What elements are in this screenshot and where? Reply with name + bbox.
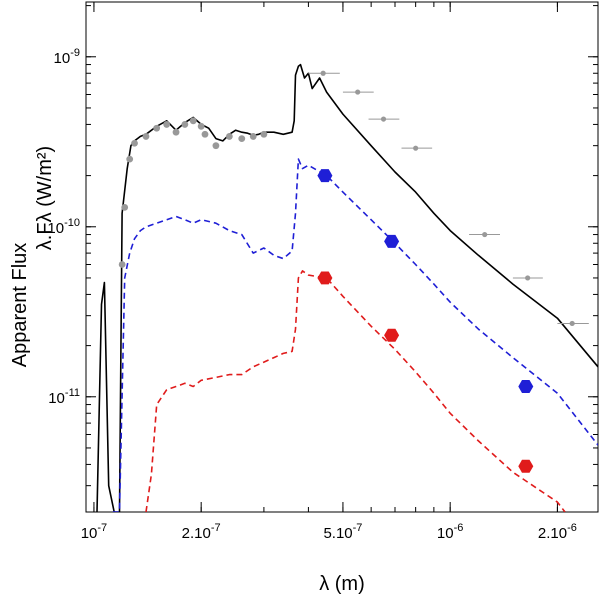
y-tick-label: 10-10 (47, 217, 80, 237)
plot-frame (85, 1, 599, 513)
error-bar-point (413, 145, 419, 151)
y-tick-label: 10-11 (48, 387, 80, 407)
observed-point (163, 121, 171, 128)
series-model-blue (112, 158, 598, 512)
points-layer (118, 70, 589, 327)
series-layer (96, 63, 598, 512)
error-bar-point (380, 116, 387, 122)
red-hexagon-marker (518, 459, 534, 473)
observed-point (260, 130, 268, 138)
observed-point (181, 121, 189, 128)
x-tick-label: 10-7 (81, 522, 107, 542)
blue-hexagon-marker (518, 380, 534, 393)
observed-point (225, 133, 233, 140)
blue-hexagon-marker (317, 169, 333, 183)
error-bar-point (355, 89, 361, 95)
y-axis-units: λ.Fλ (W/m²) (34, 146, 56, 250)
series-model-red (145, 270, 566, 512)
observed-point (118, 261, 126, 268)
red-hexagon-marker (317, 271, 333, 285)
y-axis-title: Apparent Flux (9, 243, 31, 368)
observed-point (126, 155, 134, 163)
observed-point (197, 122, 205, 130)
x-tick-label: 2.10-6 (538, 522, 577, 542)
x-tick-label: 5.10-7 (323, 522, 362, 542)
error-bar-point (525, 275, 531, 281)
observed-point (201, 130, 209, 138)
series-model-black (96, 63, 598, 512)
markers-layer (317, 169, 534, 473)
error-bar-point (569, 320, 575, 327)
x-tick-label: 10-6 (437, 522, 463, 542)
observed-point (238, 135, 246, 143)
error-bar-point (482, 231, 488, 238)
red-hexagon-marker (384, 328, 400, 342)
observed-point (189, 117, 197, 125)
x-tick-label: 2.10-7 (182, 522, 221, 542)
observed-point (212, 142, 220, 150)
x-axis-title: λ (m) (319, 573, 365, 595)
observed-point (131, 139, 138, 147)
blue-hexagon-marker (384, 234, 400, 248)
observed-point (153, 124, 161, 132)
observed-point (142, 133, 150, 140)
tick-labels: 10-7 2.10-7 5.10-7 10-6 2.10-6 10-9 10-10 10-11 (47, 47, 576, 542)
observed-point (172, 128, 180, 136)
observed-point (249, 133, 257, 140)
axis-ticks (86, 2, 598, 512)
error-bar-point (320, 70, 326, 76)
y-tick-label: 10-9 (54, 47, 80, 67)
observed-point (121, 204, 129, 211)
